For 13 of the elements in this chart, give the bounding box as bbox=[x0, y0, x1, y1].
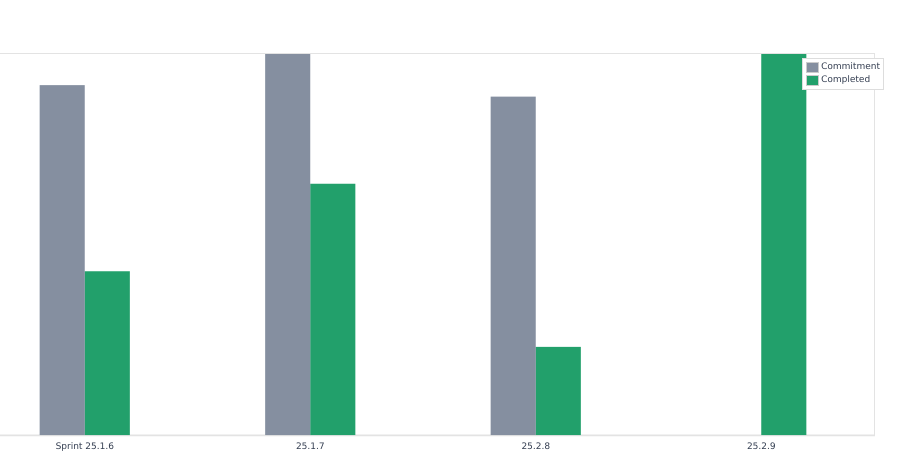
legend-label: Commitment bbox=[821, 61, 880, 74]
bar bbox=[265, 53, 310, 436]
x-tick-label: 25.2.9 bbox=[746, 442, 776, 452]
bar bbox=[490, 96, 536, 436]
x-tick-label: Sprint 25.1.6 bbox=[56, 442, 114, 452]
x-tick-label: 25.1.7 bbox=[296, 442, 325, 452]
bar bbox=[761, 53, 806, 436]
bar bbox=[536, 346, 581, 436]
legend-label: Completed bbox=[821, 74, 870, 87]
bar bbox=[84, 271, 130, 436]
bar bbox=[310, 184, 356, 436]
x-tick-label: 25.2.8 bbox=[521, 442, 550, 452]
bar bbox=[40, 85, 85, 436]
